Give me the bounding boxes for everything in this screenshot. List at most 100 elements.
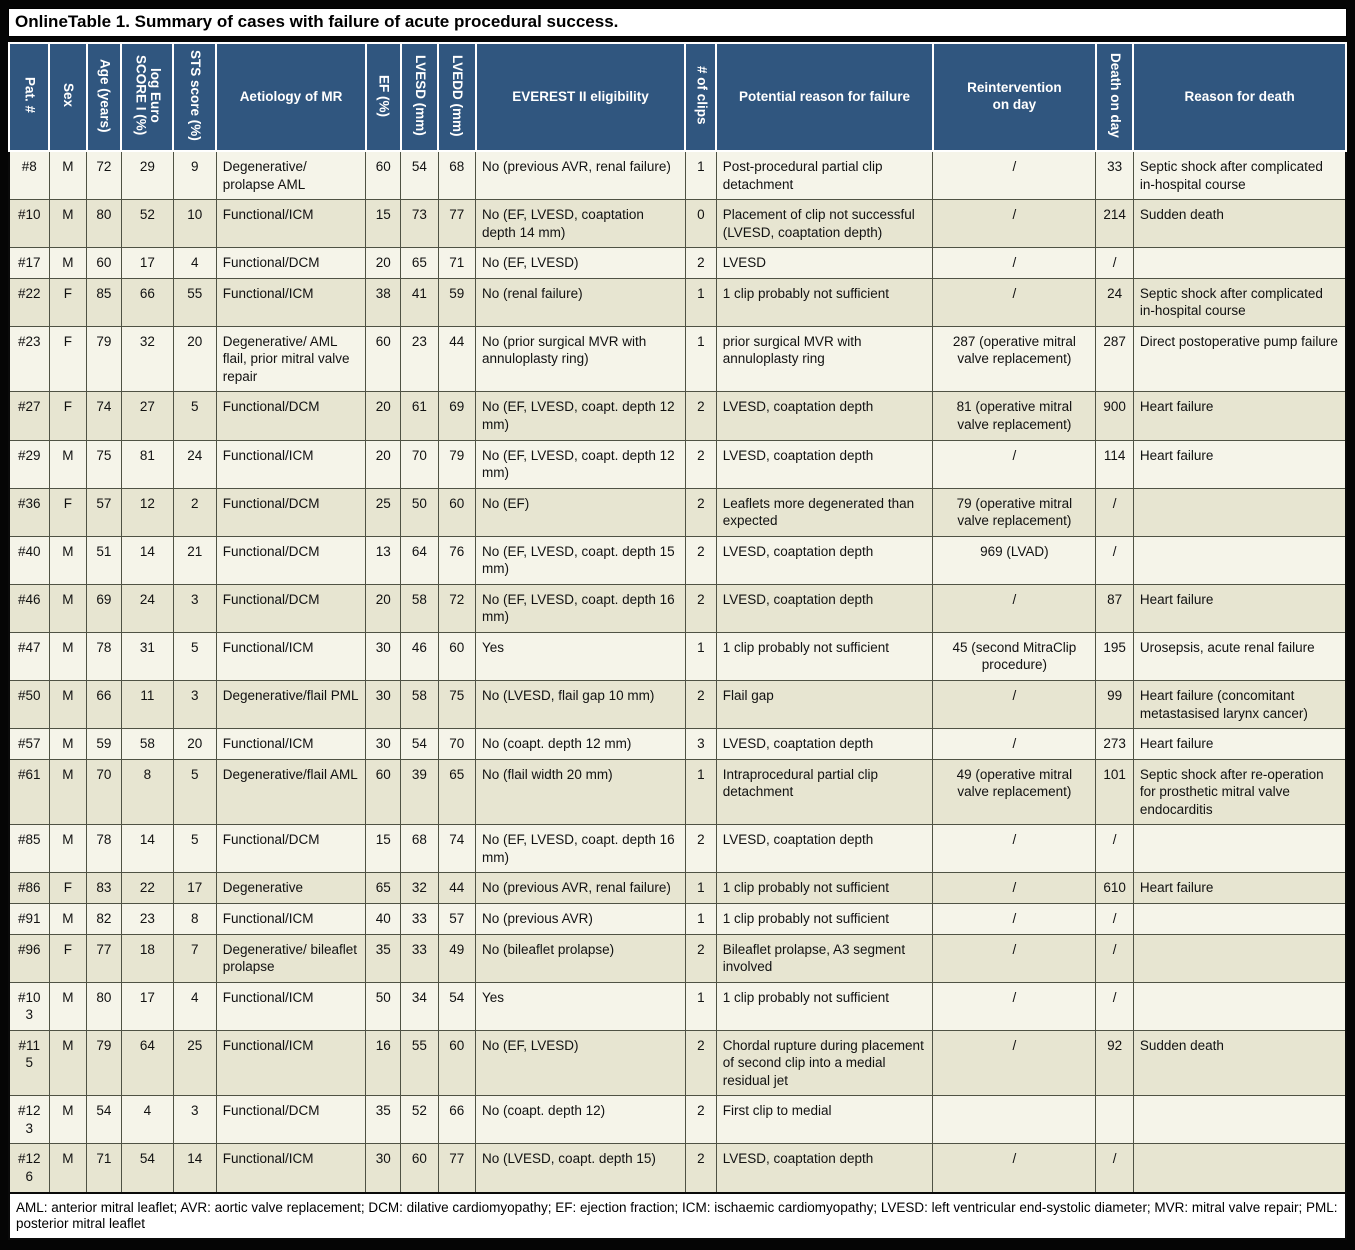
- table-cell: 114: [1095, 439, 1134, 489]
- table-cell: M: [48, 199, 88, 249]
- table-cell: 65: [365, 872, 402, 904]
- table-cell: 35: [365, 1095, 402, 1145]
- table-cell: Direct postoperative pump failure: [1132, 325, 1347, 393]
- table-cell: 13: [365, 535, 402, 585]
- table-cell: 79: [86, 325, 122, 393]
- column-header: log Euro SCORE I (%): [120, 42, 175, 152]
- table-cell: M: [48, 680, 88, 730]
- table-cell: 52: [120, 199, 174, 249]
- table-cell: /: [1095, 824, 1134, 874]
- table-cell: Degenerative/ AML flail, prior mitral va…: [215, 325, 367, 393]
- table-cell: Flail gap: [715, 680, 934, 730]
- table-cell: 77: [86, 933, 122, 983]
- table-cell: 66: [86, 680, 122, 730]
- table-cell: /: [932, 902, 1097, 935]
- table-cell: 39: [400, 758, 439, 826]
- table-cell: M: [48, 631, 88, 682]
- table-cell: Degenerative/flail AML: [215, 758, 367, 826]
- table-cell: 38: [365, 277, 402, 327]
- table-cell: 969 (LVAD): [932, 535, 1097, 585]
- table-cell: Functional/ICM: [215, 981, 367, 1031]
- table-row: #27 F 74 27 5 Functional/DCM 20 61 69 No (EF, LVE…: [8, 391, 1347, 441]
- table-cell: 4: [172, 247, 217, 279]
- table-row: #22 F 85 66 55 Functional/ICM 38 41 59 No (renal …: [8, 277, 1347, 327]
- table-cell: LVESD, coaptation depth: [715, 824, 934, 874]
- table-cell: 68: [437, 150, 477, 201]
- table-cell: 287 (operative mitral valve replacement): [932, 325, 1097, 393]
- table-cell: 82: [86, 902, 122, 935]
- table-cell: 78: [86, 824, 122, 874]
- table-cell: 27: [120, 391, 174, 441]
- table-cell: No (EF, LVESD, coaptation depth 14 mm): [475, 199, 686, 249]
- table-cell: 85: [86, 277, 122, 327]
- table-row: #61 M 70 8 5 Degenerative/flail AML 60 39 65 No (…: [8, 758, 1347, 826]
- column-header: Potential reason for failure: [715, 42, 934, 152]
- table-cell: 11: [120, 680, 174, 730]
- table-cell: Functional/ICM: [215, 199, 367, 249]
- table-cell: 58: [400, 680, 439, 730]
- table-cell: 72: [86, 150, 122, 201]
- table-cell: 75: [86, 439, 122, 489]
- table-row: #50 M 66 11 3 Degenerative/flail PML 30 58 75 No …: [8, 680, 1347, 730]
- table-cell: [1132, 981, 1347, 1031]
- table-cell: 32: [400, 872, 439, 904]
- table-cell: #36: [8, 487, 50, 537]
- table-cell: 2: [684, 933, 717, 983]
- table-cell: 58: [400, 583, 439, 633]
- table-cell: No (EF, LVESD): [475, 247, 686, 279]
- table-cell: 1 clip probably not sufficient: [715, 631, 934, 682]
- table-cell: LVESD, coaptation depth: [715, 728, 934, 760]
- table-cell: 273: [1095, 728, 1134, 760]
- table-row: #96 F 77 18 7 Degenerative/ bileaflet prolaps…: [8, 933, 1347, 983]
- table-cell: [932, 1095, 1097, 1145]
- table-cell: /: [932, 680, 1097, 730]
- table-cell: /: [932, 583, 1097, 633]
- table-cell: 5: [172, 758, 217, 826]
- table-cell: 30: [365, 680, 402, 730]
- table-cell: #61: [8, 758, 50, 826]
- table-cell: Heart failure: [1132, 583, 1347, 633]
- table-cell: 20: [365, 583, 402, 633]
- table-cell: 52: [400, 1095, 439, 1145]
- abbreviations-footnote: AML: anterior mitral leaflet; AVR: aorti…: [8, 1191, 1347, 1240]
- table-cell: M: [48, 247, 88, 279]
- table-row: #86 F 83 22 17 Degenerative 65 32 44 No (previous…: [8, 872, 1347, 904]
- column-header: Death on day: [1094, 42, 1135, 152]
- table-cell: /: [1095, 535, 1134, 585]
- table-cell: 50: [400, 487, 439, 537]
- table-row: #40 M 51 14 21 Functional/DCM 13 64 76 No (EF, LV…: [8, 535, 1347, 585]
- table-cell: Functional/ICM: [215, 1143, 367, 1194]
- table-cell: 20: [172, 728, 217, 760]
- table-cell: Heart failure: [1132, 439, 1347, 489]
- table-cell: 60: [437, 487, 477, 537]
- table-cell: LVESD, coaptation depth: [715, 1143, 934, 1194]
- table-cell: 17: [172, 872, 217, 904]
- table-cell: #115: [8, 1029, 50, 1097]
- table-cell: 87: [1095, 583, 1134, 633]
- table-cell: [1095, 1095, 1134, 1145]
- table-cell: Functional/DCM: [215, 1095, 367, 1145]
- table-cell: Yes: [475, 631, 686, 682]
- table-cell: 65: [437, 758, 477, 826]
- table-cell: 74: [437, 824, 477, 874]
- table-row: #36 F 57 12 2 Functional/DCM 25 50 60 No (EF) 2 Lea…: [8, 487, 1347, 537]
- table-cell: 80: [86, 981, 122, 1031]
- table-cell: /: [932, 981, 1097, 1031]
- table-cell: Functional/ICM: [215, 277, 367, 327]
- table-cell: M: [48, 583, 88, 633]
- table-cell: #85: [8, 824, 50, 874]
- table-body: #8 M 72 29 9 Degenerative/ prolapse AML 60 54 68…: [8, 150, 1347, 1194]
- table-cell: 2: [684, 535, 717, 585]
- table-cell: No (prior surgical MVR with annuloplasty…: [475, 325, 686, 393]
- table-cell: M: [48, 758, 88, 826]
- table-cell: 2: [684, 247, 717, 279]
- table-cell: 79 (operative mitral valve replacement): [932, 487, 1097, 537]
- table-title: OnlineTable 1. Summary of cases with fai…: [8, 8, 1347, 37]
- table-cell: [1132, 535, 1347, 585]
- table-cell: 2: [684, 824, 717, 874]
- table-cell: 81 (operative mitral valve replacement): [932, 391, 1097, 441]
- table-cell: F: [48, 325, 88, 393]
- table-cell: /: [932, 933, 1097, 983]
- table-cell: 81: [120, 439, 174, 489]
- table-cell: 3: [172, 1095, 217, 1145]
